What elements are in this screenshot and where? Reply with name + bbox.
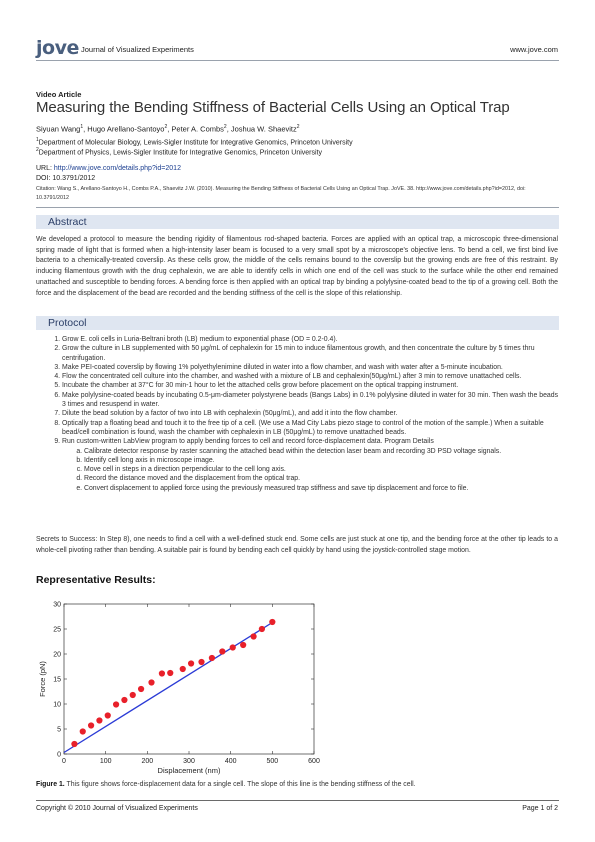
data-point [137, 685, 145, 693]
data-point [187, 660, 195, 667]
article-type: Video Article [36, 90, 82, 99]
protocol-step: Grow E. coli cells in Luria-Beltrani bro… [62, 335, 560, 344]
y-tick-label: 30 [53, 602, 61, 609]
x-tick-label: 100 [100, 758, 112, 765]
header-divider [36, 60, 559, 61]
article-title: Measuring the Bending Stiffness of Bacte… [36, 99, 510, 116]
data-point [269, 618, 276, 626]
author-list: Siyuan Wang1, Hugo Arellano-Santoyo2, Pe… [36, 124, 300, 134]
results-heading: Representative Results: [36, 574, 156, 586]
protocol-heading: Protocol [48, 317, 87, 329]
data-point [208, 654, 216, 662]
y-axis-label: Force (pN) [38, 661, 47, 697]
y-tick-label: 5 [57, 727, 61, 734]
x-tick-label: 0 [62, 758, 66, 765]
y-tick-label: 20 [53, 652, 61, 659]
x-axis-label: Displacement (nm) [158, 766, 221, 775]
author-affiliation-mark: 2 [296, 124, 300, 130]
data-point [121, 696, 128, 704]
protocol-steps: Grow E. coli cells in Luria-Beltrani bro… [36, 335, 560, 493]
data-point [240, 641, 247, 649]
citation: Citation: Wang S., Arellano-Santoyo H., … [36, 186, 526, 201]
protocol-step: Incubate the chamber at 37°C for 30 min-… [62, 381, 560, 390]
y-tick-label: 25 [53, 627, 61, 634]
y-tick-label: 10 [53, 702, 61, 709]
secrets-to-success: Secrets to Success: In Step 8), one need… [36, 536, 558, 554]
affiliation-2: 2Department of Physics, Lewis-Sigler Ins… [36, 147, 323, 157]
data-point [96, 717, 103, 724]
protocol-substep: Move cell in steps in a direction perpen… [84, 465, 560, 474]
protocol-step: Grow the culture in LB supplemented with… [62, 344, 560, 363]
protocol-step: Flow the concentrated cell culture into … [62, 372, 560, 381]
protocol-substep: Record the distance moved and the displa… [84, 474, 560, 483]
protocol-step: Dilute the bead solution by a factor of … [62, 409, 560, 418]
author-affiliation-mark: 2 [164, 124, 168, 130]
x-tick-label: 300 [183, 758, 195, 765]
article-url-link[interactable]: http://www.jove.com/details.php?id=2012 [53, 165, 181, 172]
program-details-list: Calibrate detector response by raster sc… [62, 447, 560, 493]
article-url-line: URL: http://www.jove.com/details.php?id=… [36, 165, 181, 172]
data-point [198, 658, 205, 666]
data-point [79, 728, 86, 735]
author-name: Peter A. Combs [171, 124, 224, 134]
x-tick-label: 500 [266, 758, 278, 765]
data-point [229, 644, 236, 651]
protocol-substep: Identify cell long axis in microscope im… [84, 456, 560, 465]
footer-divider [36, 800, 559, 801]
protocol-substep: Convert displacement to applied force us… [84, 484, 560, 493]
abstract-text: We developed a protocol to measure the b… [36, 236, 558, 297]
data-point [129, 691, 136, 699]
author-affiliation-mark: 1 [80, 124, 84, 130]
fit-line [63, 621, 273, 754]
data-point [250, 633, 257, 640]
plot-frame [63, 603, 315, 755]
data-point [104, 712, 111, 719]
data-point [148, 679, 155, 686]
protocol-heading-band: Protocol [36, 316, 559, 330]
author-affiliation-mark: 2 [223, 124, 227, 130]
y-tick-label: 15 [53, 677, 61, 684]
abstract-heading-band: Abstract [36, 215, 559, 229]
data-point [179, 665, 186, 673]
data-point [112, 701, 120, 708]
page-number: Page 1 of 2 [522, 805, 558, 812]
journal-name: Journal of Visualized Experiments [81, 45, 194, 54]
x-tick-label: 200 [141, 758, 153, 765]
x-tick-label: 600 [308, 758, 320, 765]
protocol-step: Make polylysine-coated beads by incubati… [62, 391, 560, 410]
data-point [87, 722, 95, 729]
figure-caption: Figure 1. This figure shows force-displa… [36, 781, 416, 788]
data-point [71, 740, 78, 748]
protocol-step: Optically trap a floating bead and touch… [62, 419, 560, 438]
protocol-step: Make PEI-coated coverslip by flowing 1% … [62, 363, 560, 372]
protocol-step: Run custom-written LabView program to ap… [62, 437, 560, 493]
site-url[interactable]: www.jove.com [510, 45, 558, 54]
title-divider [36, 207, 559, 208]
data-point [219, 648, 226, 655]
data-point [258, 625, 266, 633]
author-name: Hugo Arellano-Santoyo [87, 124, 165, 134]
abstract-heading: Abstract [48, 216, 87, 228]
protocol-substep: Calibrate detector response by raster sc… [84, 447, 560, 456]
copyright: Copyright © 2010 Journal of Visualized E… [36, 805, 198, 812]
y-tick-label: 0 [57, 752, 61, 759]
force-displacement-chart: 0 100 200 300 400 500 600 0 5 10 15 20 25 30 Displacem… [38, 602, 320, 776]
data-point [158, 670, 166, 677]
article-doi: DOI: 10.3791/2012 [36, 175, 96, 182]
jove-logo: jove [36, 37, 79, 59]
data-point [167, 669, 174, 677]
author-name: Siyuan Wang [36, 124, 81, 134]
x-tick-label: 400 [225, 758, 237, 765]
affiliation-1: 1Department of Molecular Biology, Lewis-… [36, 137, 353, 147]
author-name: Joshua W. Shaevitz [230, 124, 297, 134]
